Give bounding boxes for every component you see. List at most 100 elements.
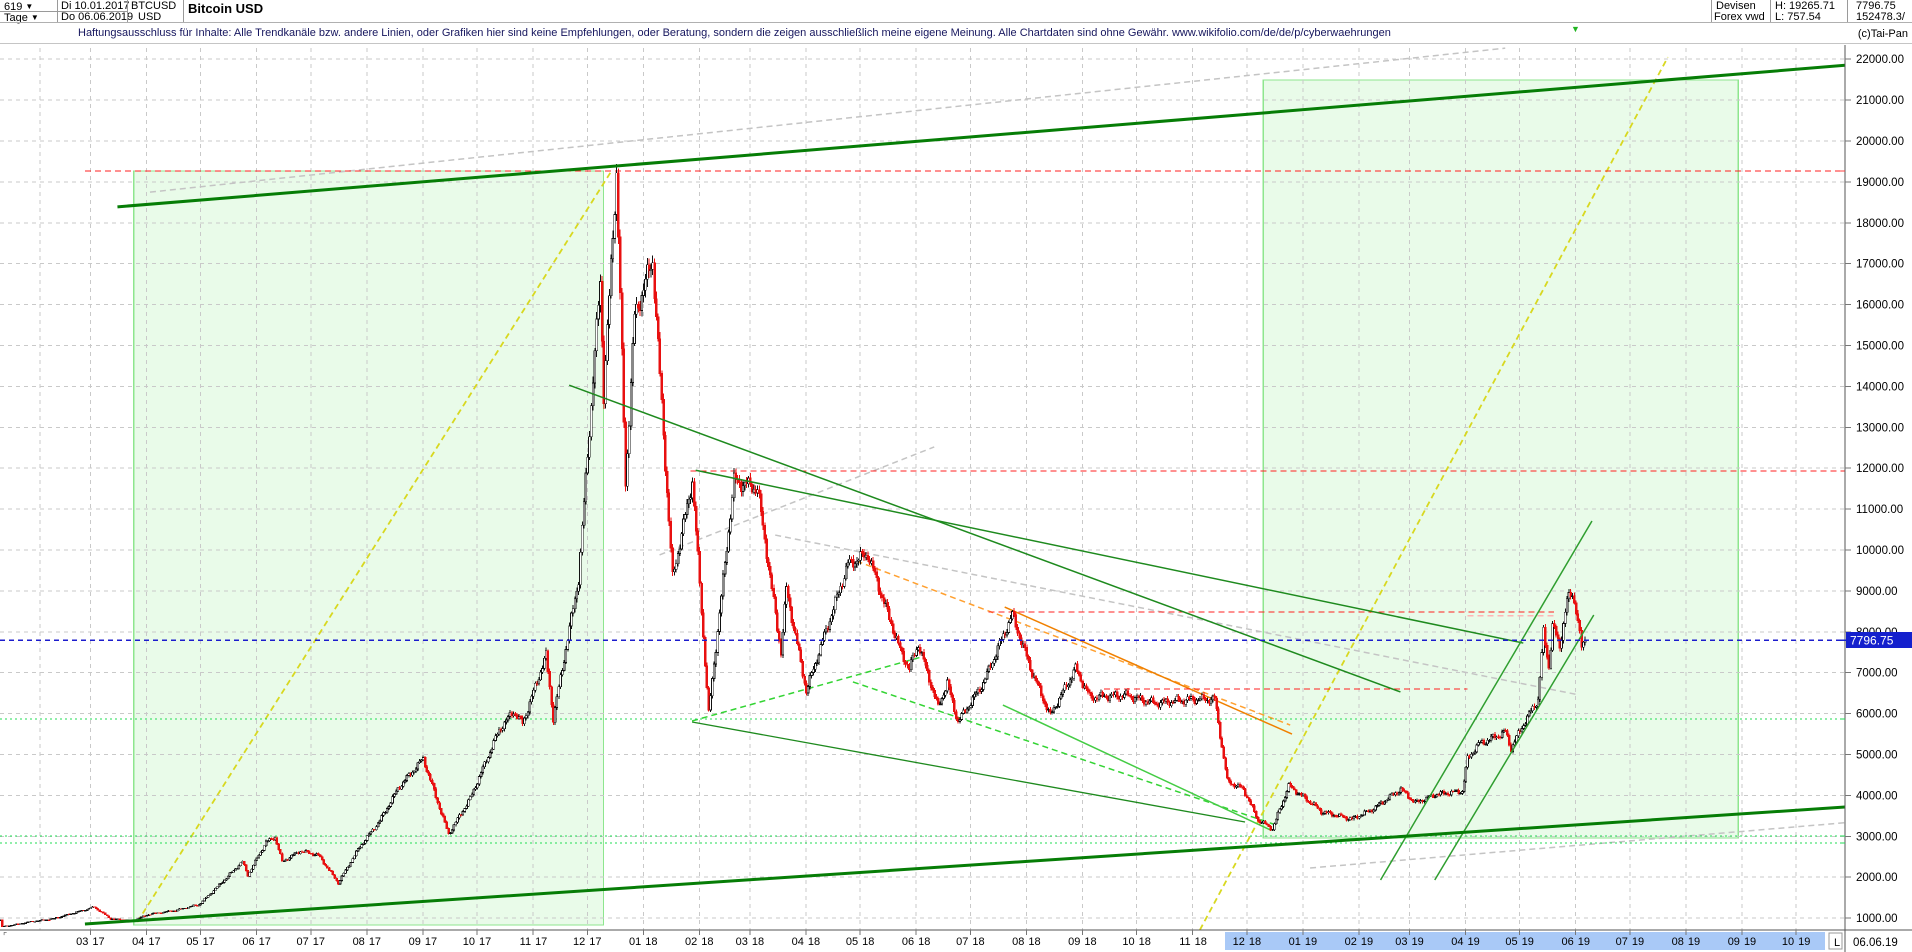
candles [0,164,1587,928]
svg-text:17: 17 [148,936,160,948]
svg-text:12: 12 [1233,936,1245,948]
grid [0,24,1845,930]
header-divider [127,0,128,23]
svg-text:04: 04 [1451,936,1463,948]
svg-text:19: 19 [1467,936,1479,948]
green-steep-channel-right [1434,614,1595,881]
svg-text:18: 18 [1249,936,1261,948]
svg-text:18: 18 [1139,936,1151,948]
svg-text:06: 06 [242,936,254,948]
svg-text:17: 17 [203,936,215,948]
symbol-label: BTCUSD [131,0,177,12]
date-to: Do 06.06.2019 [61,11,134,23]
svg-text:05: 05 [186,936,198,948]
header-divider [1770,0,1771,23]
svg-text:19: 19 [1632,936,1644,948]
svg-text:18: 18 [972,936,984,948]
svg-text:03: 03 [736,936,748,948]
bars-count-dropdown[interactable]: 619 ▼ [4,1,33,13]
svg-text:09: 09 [409,936,421,948]
orange-downtrend-solid [1004,606,1293,735]
header-row-divider [0,11,127,12]
svg-text:07: 07 [297,936,309,948]
trendlines-under [0,47,1845,930]
lime-pennant-down [852,681,1280,827]
svg-text:18: 18 [808,936,820,948]
trend-box-2017 [133,170,605,926]
currency-label: USD [138,11,162,23]
feed-label: Forex vwd [1714,11,1765,23]
low-value: L: 757.54 [1775,11,1821,23]
svg-text:19: 19 [1361,936,1373,948]
svg-text:05: 05 [1505,936,1517,948]
channel-top [117,63,1845,209]
svg-text:19: 19 [1305,936,1317,948]
svg-text:17: 17 [259,936,271,948]
end-date-label: 06.06.19 [1853,937,1898,949]
svg-text:19: 19 [1688,936,1700,948]
svg-text:03: 03 [1395,936,1407,948]
svg-text:07: 07 [1616,936,1628,948]
yellow-fan-2019 [1199,56,1669,930]
svg-text:3000.00: 3000.00 [1856,831,1898,843]
svg-text:17: 17 [92,936,104,948]
header-last-price: 7796.75 [1856,0,1896,12]
svg-text:21000.00: 21000.00 [1856,95,1904,107]
svg-text:08: 08 [1672,936,1684,948]
svg-text:02: 02 [1345,936,1357,948]
period-dropdown[interactable]: Tage ▼ [4,12,39,24]
svg-text:12: 12 [573,936,585,948]
svg-text:22000.00: 22000.00 [1856,54,1904,66]
svg-text:17: 17 [425,936,437,948]
svg-text:16000.00: 16000.00 [1856,300,1904,312]
svg-text:4000.00: 4000.00 [1856,790,1898,802]
x-axis: 03 17 04 17 05 17 06 17 07 17 08 17 09 17 10 17 11 17 12 17… [76,930,1898,950]
chevron-down-icon: ▼ [30,13,39,22]
svg-text:05: 05 [846,936,858,948]
svg-text:7796.75: 7796.75 [1850,634,1894,648]
chevron-down-icon: ▼ [25,2,34,11]
svg-text:19000.00: 19000.00 [1856,177,1904,189]
svg-text:09: 09 [1728,936,1740,948]
svg-text:14000.00: 14000.00 [1856,381,1904,393]
x-axis-highlight [1225,932,1826,950]
svg-text:19: 19 [1411,936,1423,948]
corner-glyph: ⌜ [3,931,8,941]
svg-text:19: 19 [1798,936,1810,948]
svg-text:5000.00: 5000.00 [1856,750,1898,762]
svg-text:07: 07 [956,936,968,948]
svg-text:01: 01 [1289,936,1301,948]
green-steep-channel-left [1379,520,1593,881]
disclaimer-bar: Haftungsausschluss für Inhalte: Alle Tre… [0,23,1912,44]
header-bar: 619 ▼ Tage ▼ Di 10.01.2017 Do 06.06.2019… [0,0,1912,24]
y-axis-labels: 1000.00 2000.00 3000.00 4000.00 5000.00 6000.… [1840,54,1904,925]
trend-box-2019 [1262,79,1740,839]
green-minor-downtrend [691,721,1246,823]
gray-old-line-mid [659,446,935,556]
chart-title: Bitcoin USD [188,1,264,16]
svg-text:13000.00: 13000.00 [1856,422,1904,434]
gray-old-channel-top [149,47,1506,193]
svg-text:04: 04 [792,936,804,948]
svg-text:10000.00: 10000.00 [1856,545,1904,557]
svg-text:11: 11 [1179,936,1190,948]
marker-triangle-icon: ▼ [1571,24,1580,34]
bars-count-value: 619 [4,1,23,13]
copyright-label: (c)Tai-Pan [1857,28,1908,40]
gray-old-line-bottom [1310,821,1845,869]
svg-text:03: 03 [76,936,88,948]
svg-text:02: 02 [685,936,697,948]
svg-text:18000.00: 18000.00 [1856,218,1904,230]
svg-text:1000.00: 1000.00 [1856,913,1898,925]
svg-text:17: 17 [535,936,547,948]
period-value: Tage [4,12,28,24]
svg-text:18: 18 [1028,936,1040,948]
header-volume: 152478.3/ [1856,11,1905,23]
svg-text:19: 19 [1744,936,1756,948]
gray-old-line-down [775,534,1580,696]
svg-text:2000.00: 2000.00 [1856,872,1898,884]
svg-text:04: 04 [132,936,144,948]
svg-text:06: 06 [1561,936,1573,948]
